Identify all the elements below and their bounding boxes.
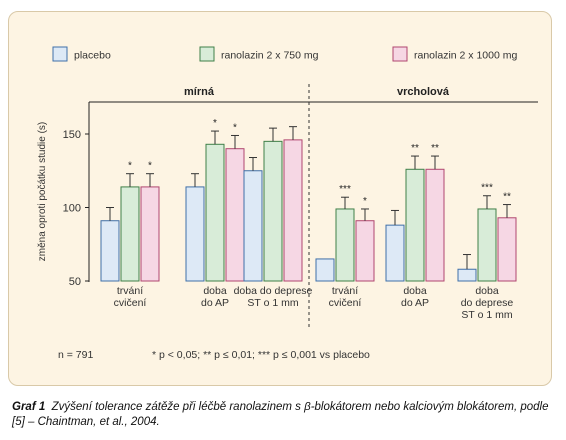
group-title: mírná — [184, 86, 215, 98]
legend-label: ranolazin 2 x 1000 mg — [414, 50, 517, 62]
category-label: cvičení — [329, 297, 362, 309]
significance-mark: *** — [339, 184, 351, 195]
bar — [263, 140, 283, 282]
bar — [225, 148, 245, 282]
bar — [315, 258, 335, 282]
bar — [477, 208, 497, 282]
legend-label: ranolazin 2 x 750 mg — [221, 50, 319, 62]
bar — [405, 168, 425, 282]
caption-label: Graf 1 — [12, 401, 46, 413]
category-label: do AP — [401, 297, 429, 309]
bar — [335, 208, 355, 282]
legend-swatch — [52, 46, 68, 62]
significance-mark: * — [213, 118, 217, 129]
category-label: trvání — [117, 285, 143, 297]
significance-mark: * — [148, 161, 152, 172]
significance-mark: ** — [431, 143, 439, 154]
bar — [185, 186, 205, 282]
caption-text: Zvýšení tolerance zátěže při léčbě ranol… — [12, 401, 549, 428]
significance-mark: ** — [503, 192, 511, 203]
y-tick-label: 50 — [69, 276, 81, 288]
y-axis-title: změna oproti počátku studie (s) — [37, 122, 48, 262]
legend-swatch — [392, 46, 408, 62]
category-label: doba — [403, 285, 427, 297]
bar — [425, 168, 445, 282]
bar — [120, 186, 140, 282]
significance-mark: * — [233, 122, 237, 133]
category-label: cvičení — [114, 297, 147, 309]
category-label: ST o 1 mm — [247, 297, 298, 309]
footnote-n: n = 791 — [58, 349, 93, 361]
legend-swatch — [199, 46, 215, 62]
figure-caption: Graf 1 Zvýšení tolerance zátěže při léčb… — [12, 400, 552, 430]
bar — [457, 268, 477, 282]
bar — [140, 186, 160, 282]
bar — [243, 170, 263, 282]
category-label: ST o 1 mm — [461, 309, 512, 321]
bar — [100, 220, 120, 282]
significance-mark: ** — [411, 143, 419, 154]
group-title: vrcholová — [397, 86, 450, 98]
category-label: trvání — [332, 285, 358, 297]
category-label: doba — [203, 285, 227, 297]
bar — [283, 139, 303, 282]
bar — [385, 224, 405, 282]
legend-label: placebo — [74, 50, 111, 62]
category-label: do deprese — [461, 297, 514, 309]
significance-mark: * — [128, 161, 132, 172]
significance-mark: *** — [481, 183, 493, 194]
bar — [497, 217, 517, 282]
category-label: doba do deprese — [234, 285, 313, 297]
significance-mark: * — [363, 196, 367, 207]
bar — [205, 143, 225, 282]
y-tick-label: 150 — [63, 129, 81, 141]
bar — [355, 220, 375, 282]
category-label: doba — [475, 285, 499, 297]
plot-area: 50 100 150 změna oproti počátku studie (s) m… — [37, 84, 538, 328]
footnote-significance: * p < 0,05; ** p ≤ 0,01; *** p ≤ 0,001 v… — [152, 349, 370, 361]
legend: placebo ranolazin 2 x 750 mg ranolazin 2 x… — [52, 46, 517, 62]
y-tick-label: 100 — [63, 203, 81, 215]
category-label: do AP — [201, 297, 229, 309]
